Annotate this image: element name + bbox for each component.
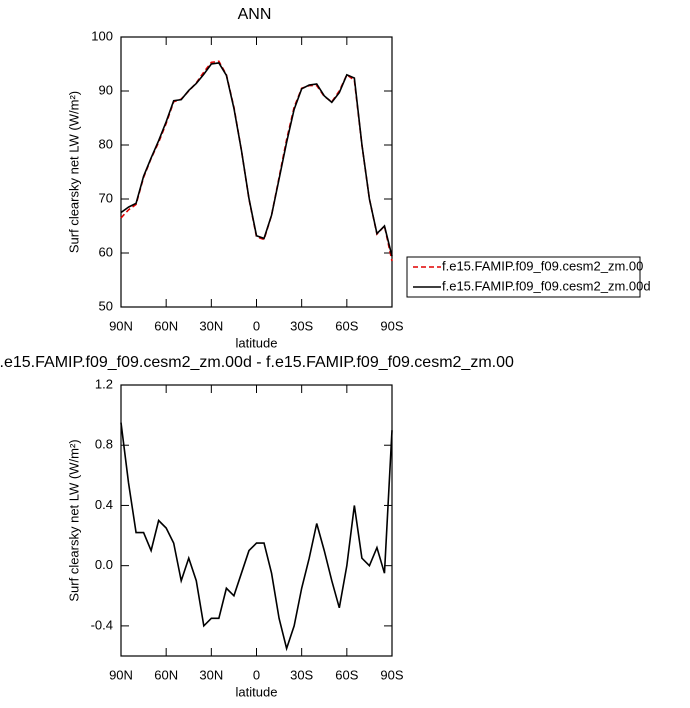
- chart-title: f.e15.FAMIP.f09_f09.cesm2_zm.00d - f.e15…: [0, 354, 514, 371]
- y-tick-label: 50: [99, 298, 113, 313]
- x-tick-label: 60S: [335, 667, 358, 682]
- y-tick-label: -0.4: [91, 617, 113, 632]
- y-tick-label: 0.0: [95, 557, 113, 572]
- y-tick-label: 70: [99, 190, 113, 205]
- x-axis-label: latitude: [236, 684, 278, 699]
- y-tick-label: 0.4: [95, 497, 113, 512]
- x-tick-label: 0: [253, 318, 260, 333]
- x-tick-label: 30N: [199, 667, 223, 682]
- x-tick-label: 30N: [199, 318, 223, 333]
- x-tick-label: 0: [253, 667, 260, 682]
- y-tick-label: 1.2: [95, 376, 113, 391]
- plot-frame: [120, 384, 393, 657]
- x-axis-label: latitude: [236, 335, 278, 350]
- y-tick-label: 80: [99, 136, 113, 151]
- series-line: [120, 422, 393, 652]
- x-tick-label: 60N: [154, 667, 178, 682]
- x-tick-label: 90S: [380, 318, 403, 333]
- x-tick-label: 60N: [154, 318, 178, 333]
- legend: f.e15.FAMIP.f09_f09.cesm2_zm.00 f.e15.FAM…: [406, 256, 651, 298]
- y-tick-label: 90: [99, 82, 113, 97]
- y-tick-label: 60: [99, 244, 113, 259]
- y-axis-label: Surf clearsky net LW (W/m²): [66, 91, 81, 253]
- series-line: [120, 62, 393, 257]
- x-tick-label: 30S: [290, 667, 313, 682]
- x-tick-label: 90N: [109, 667, 133, 682]
- y-tick-label: 100: [91, 28, 113, 43]
- x-tick-label: 90S: [380, 667, 403, 682]
- legend-frame: [406, 256, 641, 298]
- chart-title: ANN: [238, 6, 272, 23]
- x-tick-label: 90N: [109, 318, 133, 333]
- y-tick-label: 0.8: [95, 437, 113, 452]
- x-tick-label: 30S: [290, 318, 313, 333]
- legend-label: f.e15.FAMIP.f09_f09.cesm2_zm.00d: [442, 278, 651, 293]
- x-tick-label: 60S: [335, 318, 358, 333]
- y-axis-label: Surf clearsky net LW (W/m²): [66, 439, 81, 601]
- legend-label: f.e15.FAMIP.f09_f09.cesm2_zm.00: [442, 258, 643, 273]
- series-line: [120, 60, 393, 262]
